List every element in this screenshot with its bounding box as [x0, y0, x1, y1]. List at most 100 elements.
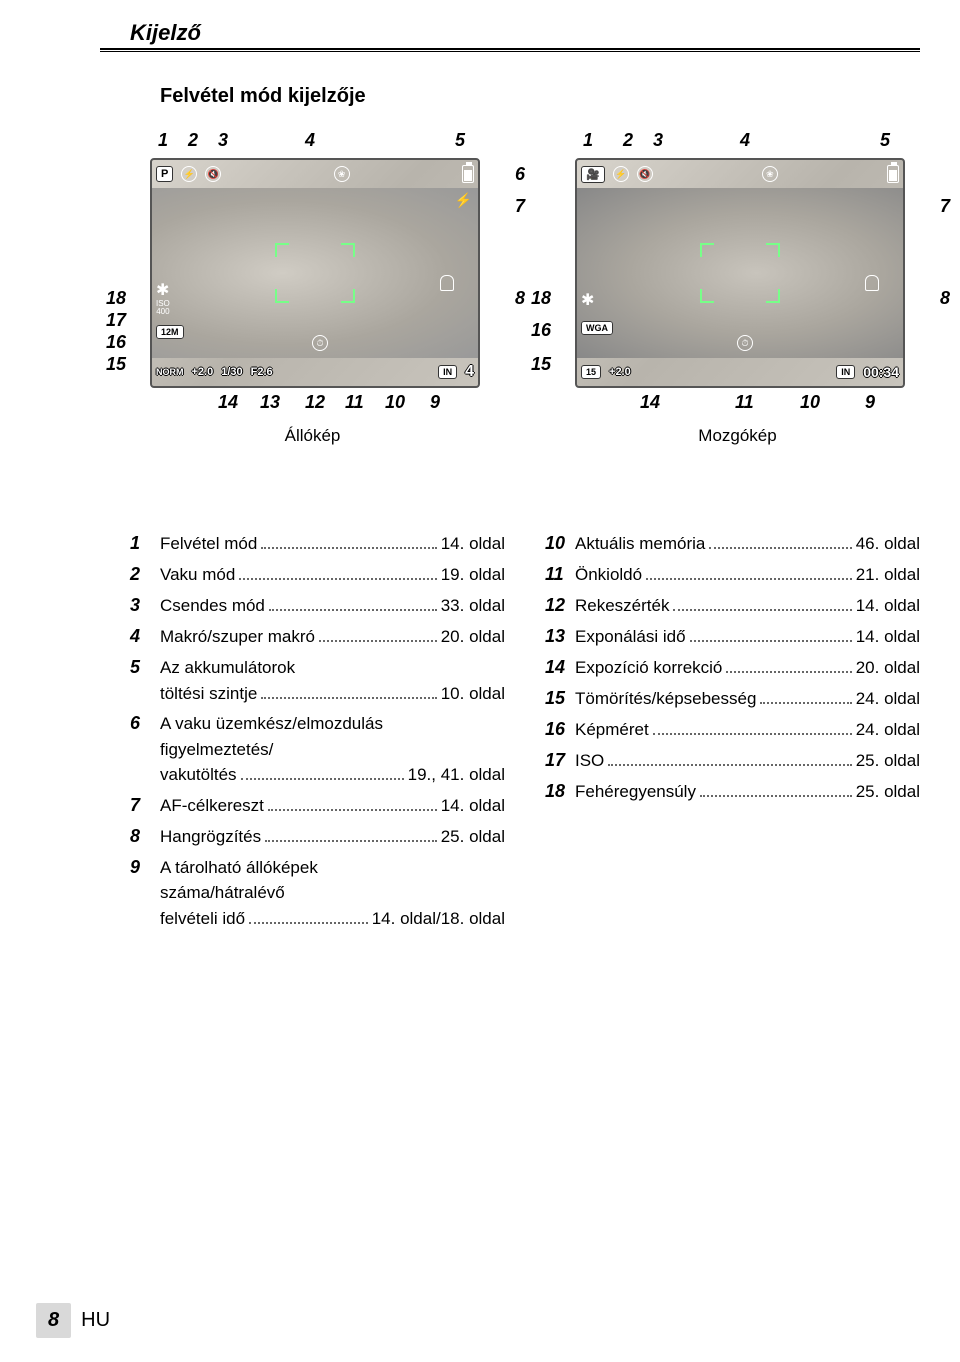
page-footer: 8 HU — [36, 1303, 110, 1338]
legend-text: AF-célkereszt14. oldal — [160, 793, 505, 819]
callout-num: 17 — [106, 310, 126, 331]
legend-row: 5Az akkumulátoroktöltési szintje10. olda… — [130, 654, 505, 706]
legend-text: Önkioldó21. oldal — [575, 562, 920, 588]
legend-row: 1Felvétel mód14. oldal — [130, 530, 505, 557]
callout-num: 11 — [345, 392, 364, 413]
silent-icon: 🔇 — [637, 166, 653, 182]
callout-num: 7 — [515, 196, 525, 217]
legend-row: 17ISO25. oldal — [545, 747, 920, 774]
legend-text: ISO25. oldal — [575, 748, 920, 774]
shutter-label: 1/30 — [221, 366, 242, 378]
macro-icon: ❀ — [334, 166, 350, 182]
diagram-still: 1 2 3 4 5 18 17 16 15 6 7 8 P ⚡ — [130, 130, 495, 446]
memory-badge: IN — [836, 365, 855, 379]
legend-num: 7 — [130, 792, 160, 819]
af-bracket-icon — [275, 243, 355, 303]
diagram-caption-still: Állókép — [130, 426, 495, 446]
diagram-caption-movie: Mozgókép — [555, 426, 920, 446]
callout-num: 11 — [735, 392, 754, 413]
screen-topbar: 🎥 ⚡ 🔇 ❀ — [577, 160, 903, 188]
selftimer-icon: ⏱ — [737, 335, 753, 351]
callout-num: 14 — [218, 392, 238, 413]
legend: 1Felvétel mód14. oldal 2Vaku mód19. oldal… — [130, 530, 920, 935]
callout-num: 16 — [531, 320, 551, 341]
mic-icon — [865, 275, 879, 291]
legend-text: Képméret24. oldal — [575, 717, 920, 743]
callout-num: 18 — [531, 288, 551, 309]
callout-num: 10 — [385, 392, 405, 413]
callout-num: 10 — [800, 392, 820, 413]
callout-num: 16 — [106, 332, 126, 353]
callout-num: 5 — [880, 130, 890, 151]
legend-num: 3 — [130, 592, 160, 619]
legend-text: Felvétel mód14. oldal — [160, 531, 505, 557]
legend-row: 2Vaku mód19. oldal — [130, 561, 505, 588]
time-remaining: 00:34 — [863, 364, 899, 380]
legend-row: 7AF-célkereszt14. oldal — [130, 792, 505, 819]
header-tab: Kijelző — [130, 20, 201, 48]
silent-icon: 🔇 — [205, 166, 221, 182]
mode-badge-movie: 🎥 — [581, 166, 605, 183]
legend-row: 18Fehéregyensúly25. oldal — [545, 778, 920, 805]
callout-num: 7 — [940, 196, 950, 217]
callout-num: 15 — [106, 354, 126, 375]
legend-text: Aktuális memória46. oldal — [575, 531, 920, 557]
callout-num: 3 — [653, 130, 663, 151]
legend-num: 18 — [545, 778, 575, 805]
mode-badge: P — [156, 166, 173, 182]
callout-num: 18 — [106, 288, 126, 309]
legend-num: 6 — [130, 710, 160, 737]
callout-num: 14 — [640, 392, 660, 413]
page-number: 8 — [36, 1303, 71, 1338]
section-title: Felvétel mód kijelzője — [160, 85, 366, 108]
callout-num: 2 — [623, 130, 633, 151]
memory-badge: IN — [438, 365, 457, 379]
legend-num: 4 — [130, 623, 160, 650]
screen-bottombar: 15 +2.0 IN 00:34 — [577, 358, 903, 386]
callouts-bottom-right: 14 11 10 9 — [575, 392, 905, 418]
diagram-movie: 1 2 3 4 5 18 16 15 7 8 🎥 ⚡ 🔇 — [555, 130, 920, 446]
ev-label: +2.0 — [609, 366, 631, 378]
legend-right-col: 10Aktuális memória46. oldal11Önkioldó21.… — [545, 530, 920, 935]
callouts-top-right: 1 2 3 4 5 — [555, 130, 920, 154]
legend-row: 8Hangrögzítés25. oldal — [130, 823, 505, 850]
callouts-top-left: 1 2 3 4 5 — [130, 130, 495, 154]
af-bracket-icon — [700, 243, 780, 303]
legend-text: Vaku mód19. oldal — [160, 562, 505, 588]
callout-num: 1 — [583, 130, 593, 151]
selftimer-icon: ⏱ — [312, 335, 328, 351]
wb-icon: ✱ — [156, 280, 169, 300]
legend-num: 12 — [545, 592, 575, 619]
callout-num: 8 — [515, 288, 525, 309]
aperture-label: F2.6 — [251, 366, 273, 378]
page-lang: HU — [81, 1309, 110, 1332]
legend-row: 6A vaku üzemkész/elmozdulásfigyelmezteté… — [130, 710, 505, 788]
legend-row: 3Csendes mód33. oldal — [130, 592, 505, 619]
size-badge: WGA — [581, 318, 613, 336]
mic-icon — [440, 275, 454, 291]
legend-text: Tömörítés/képsebesség24. oldal — [575, 686, 920, 712]
flash-icon: ⚡ — [613, 166, 629, 182]
legend-row: 11Önkioldó21. oldal — [545, 561, 920, 588]
legend-left-col: 1Felvétel mód14. oldal 2Vaku mód19. oldal… — [130, 530, 505, 935]
legend-num: 5 — [130, 654, 160, 681]
legend-num: 11 — [545, 561, 575, 588]
callout-num: 4 — [740, 130, 750, 151]
callout-num: 3 — [218, 130, 228, 151]
callout-num: 8 — [940, 288, 950, 309]
quality-label: NORM — [156, 367, 184, 377]
callout-num: 2 — [188, 130, 198, 151]
callout-num: 9 — [865, 392, 875, 413]
battery-icon — [462, 165, 474, 183]
flash-icon: ⚡ — [181, 166, 197, 182]
legend-row: 16Képméret24. oldal — [545, 716, 920, 743]
legend-text: Makró/szuper makró20. oldal — [160, 624, 505, 650]
callout-num: 12 — [305, 392, 325, 413]
flash-ready-icon: ⚡ — [455, 192, 472, 209]
legend-num: 1 — [130, 530, 160, 557]
legend-text: Exponálási idő14. oldal — [575, 624, 920, 650]
header-rule-thin — [100, 51, 920, 52]
legend-row: 9A tárolható állóképekszáma/hátralévőfel… — [130, 854, 505, 932]
legend-num: 17 — [545, 747, 575, 774]
legend-row: 12Rekeszérték14. oldal — [545, 592, 920, 619]
